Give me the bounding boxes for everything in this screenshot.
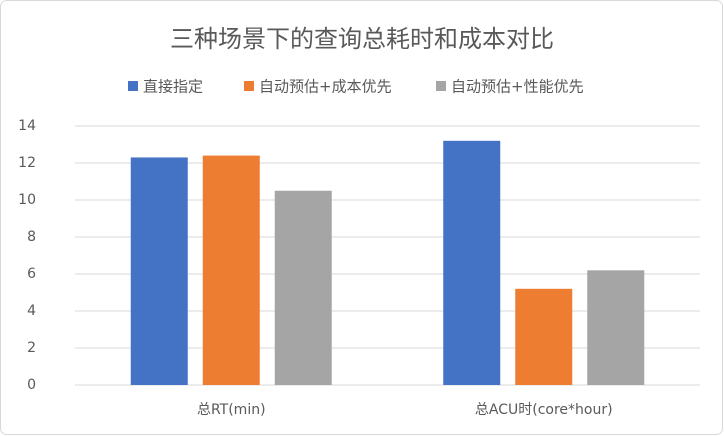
y-tick-label: 0 [27, 377, 36, 393]
y-tick-label: 4 [27, 303, 36, 319]
legend-label: 自动预估+成本优先 [259, 78, 392, 96]
bar [587, 270, 645, 385]
bar [515, 288, 573, 385]
legend-marker [436, 81, 446, 91]
legend-marker [128, 81, 138, 91]
x-tick-label: 总ACU时(core*hour) [475, 402, 613, 418]
legend-marker [244, 81, 254, 91]
bar [130, 157, 188, 385]
y-tick-label: 8 [27, 229, 36, 245]
y-tick-label: 10 [18, 192, 36, 208]
y-tick-label: 12 [18, 155, 36, 171]
x-tick-label: 总RT(min) [197, 402, 266, 418]
bar [443, 140, 501, 385]
y-tick-label: 2 [27, 340, 36, 356]
y-tick-label: 6 [27, 266, 36, 282]
bar [202, 155, 260, 385]
chart-title: 三种场景下的查询总耗时和成本对比 [170, 25, 554, 53]
y-tick-label: 14 [18, 118, 36, 134]
bar [274, 190, 332, 385]
legend-label: 直接指定 [143, 78, 203, 96]
legend-label: 自动预估+性能优先 [451, 78, 584, 96]
